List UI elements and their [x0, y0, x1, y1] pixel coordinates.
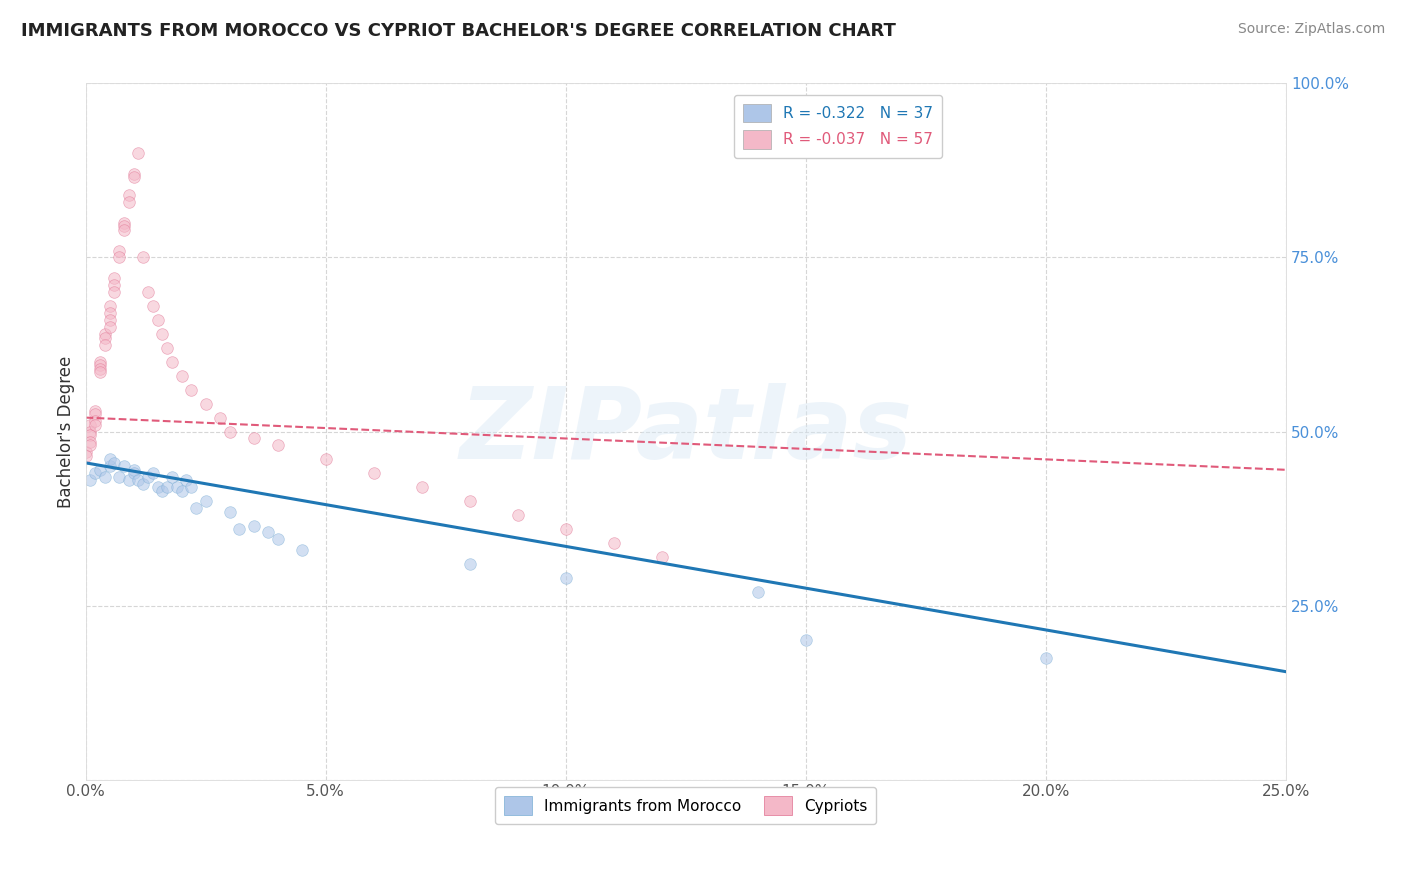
Point: [363, 467, 385, 481]
Legend: Immigrants from Morocco, Cypriots: Immigrants from Morocco, Cypriots: [495, 788, 876, 824]
Point: [122, 463, 145, 477]
Point: [84, 414, 107, 428]
Point: [152, 327, 174, 342]
Point: [84, 417, 107, 432]
Point: [127, 473, 149, 487]
Point: [184, 501, 207, 516]
Point: [180, 383, 202, 397]
Point: [98, 452, 121, 467]
Point: [218, 425, 240, 439]
Point: [94, 330, 117, 344]
Point: [132, 476, 155, 491]
Point: [747, 584, 769, 599]
Point: [603, 536, 626, 550]
Point: [242, 518, 264, 533]
Text: ZIPatlas: ZIPatlas: [460, 383, 912, 480]
Point: [98, 320, 121, 334]
Point: [228, 522, 250, 536]
Point: [156, 480, 179, 494]
Point: [132, 251, 155, 265]
Point: [98, 306, 121, 320]
Point: [136, 285, 159, 300]
Point: [103, 285, 125, 300]
Point: [108, 251, 131, 265]
Point: [794, 633, 817, 648]
Point: [142, 299, 165, 313]
Text: IMMIGRANTS FROM MOROCCO VS CYPRIOT BACHELOR'S DEGREE CORRELATION CHART: IMMIGRANTS FROM MOROCCO VS CYPRIOT BACHE…: [21, 22, 896, 40]
Point: [218, 505, 240, 519]
Point: [156, 341, 179, 355]
Point: [506, 508, 529, 522]
Point: [122, 170, 145, 185]
Point: [170, 483, 193, 498]
Point: [112, 216, 135, 230]
Point: [118, 194, 141, 209]
Point: [127, 146, 149, 161]
Point: [94, 337, 117, 351]
Point: [554, 571, 576, 585]
Point: [291, 542, 314, 557]
Point: [103, 278, 125, 293]
Point: [108, 244, 131, 258]
Point: [315, 452, 337, 467]
Point: [112, 459, 135, 474]
Point: [146, 313, 169, 327]
Point: [94, 469, 117, 483]
Point: [170, 368, 193, 383]
Point: [180, 480, 202, 494]
Point: [98, 313, 121, 327]
Point: [75, 449, 97, 463]
Point: [79, 438, 101, 452]
Text: Source: ZipAtlas.com: Source: ZipAtlas.com: [1237, 22, 1385, 37]
Point: [458, 557, 481, 571]
Point: [1035, 650, 1057, 665]
Point: [79, 417, 101, 432]
Point: [136, 469, 159, 483]
Point: [208, 410, 231, 425]
Point: [118, 187, 141, 202]
Point: [112, 222, 135, 236]
Point: [89, 463, 111, 477]
Point: [160, 355, 183, 369]
Point: [84, 407, 107, 421]
Y-axis label: Bachelor's Degree: Bachelor's Degree: [58, 355, 75, 508]
Point: [458, 494, 481, 508]
Point: [89, 359, 111, 373]
Point: [160, 469, 183, 483]
Point: [152, 483, 174, 498]
Point: [108, 469, 131, 483]
Point: [79, 473, 101, 487]
Point: [194, 397, 217, 411]
Point: [98, 299, 121, 313]
Point: [257, 525, 280, 540]
Point: [411, 480, 433, 494]
Point: [176, 473, 198, 487]
Point: [94, 327, 117, 342]
Point: [118, 473, 141, 487]
Point: [84, 467, 107, 481]
Point: [89, 355, 111, 369]
Point: [103, 456, 125, 470]
Point: [122, 167, 145, 181]
Point: [122, 467, 145, 481]
Point: [89, 362, 111, 376]
Point: [194, 494, 217, 508]
Point: [79, 434, 101, 449]
Point: [166, 480, 188, 494]
Point: [89, 365, 111, 379]
Point: [146, 480, 169, 494]
Point: [79, 428, 101, 442]
Point: [98, 459, 121, 474]
Point: [103, 271, 125, 285]
Point: [84, 403, 107, 417]
Point: [554, 522, 576, 536]
Point: [112, 219, 135, 234]
Point: [142, 467, 165, 481]
Point: [79, 425, 101, 439]
Point: [266, 438, 288, 452]
Point: [75, 445, 97, 459]
Point: [651, 549, 673, 564]
Point: [242, 432, 264, 446]
Point: [266, 533, 288, 547]
